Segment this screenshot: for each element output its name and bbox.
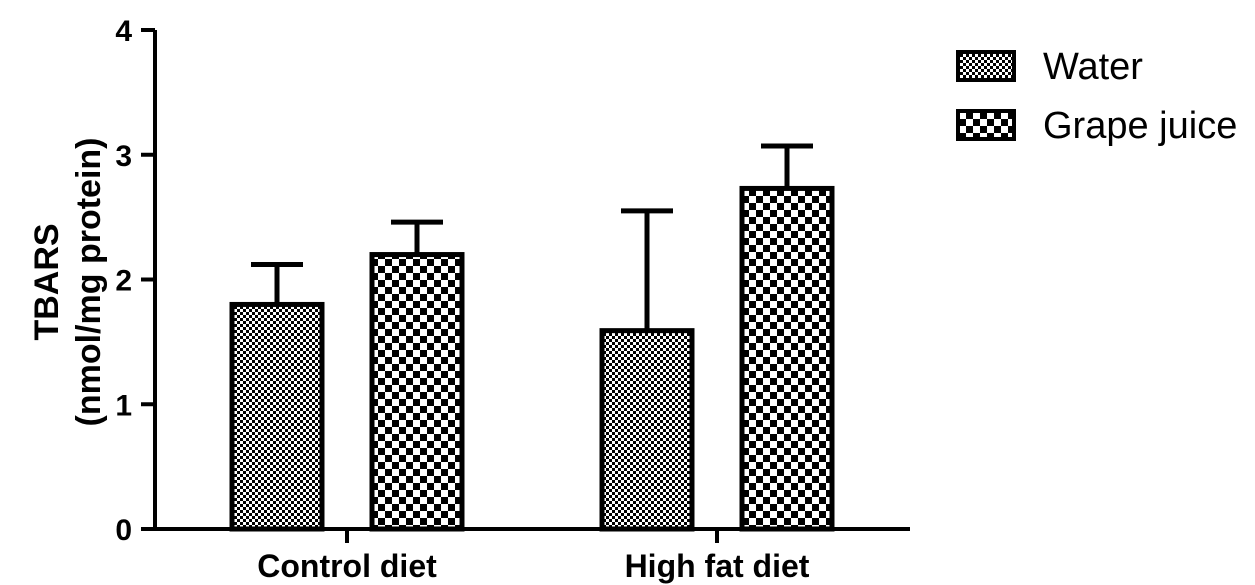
y-tick-label: 2	[115, 265, 132, 298]
legend-swatch-water	[956, 50, 1016, 82]
x-tick-label: Control diet	[257, 548, 437, 584]
y-axis-title-line2: (nmol/mg protein)	[70, 138, 108, 427]
legend-swatch-grape-juice	[956, 109, 1016, 141]
bar-water	[229, 301, 325, 532]
legend-label-water: Water	[1043, 46, 1143, 88]
y-tick-label: 0	[115, 514, 132, 547]
legend: Water Grape juice	[956, 46, 1237, 147]
y-tick-label: 3	[115, 140, 132, 173]
x-tick-label: High fat diet	[625, 548, 810, 584]
legend-label-grape-juice: Grape juice	[1043, 105, 1237, 147]
y-axis-title-line1: TBARS	[28, 223, 66, 340]
y-tick-label: 1	[115, 389, 132, 422]
bars	[229, 143, 835, 532]
y-axis-title: TBARS (nmol/mg protein)	[28, 138, 108, 427]
y-axis-ticks: 0 1 2 3 4	[115, 15, 155, 547]
y-tick-label: 4	[115, 15, 132, 48]
x-axis-ticks: Control diet High fat diet	[257, 529, 810, 584]
bar-water	[599, 328, 695, 532]
bar-grape-juice	[369, 252, 465, 532]
bar-grape-juice	[739, 185, 835, 532]
